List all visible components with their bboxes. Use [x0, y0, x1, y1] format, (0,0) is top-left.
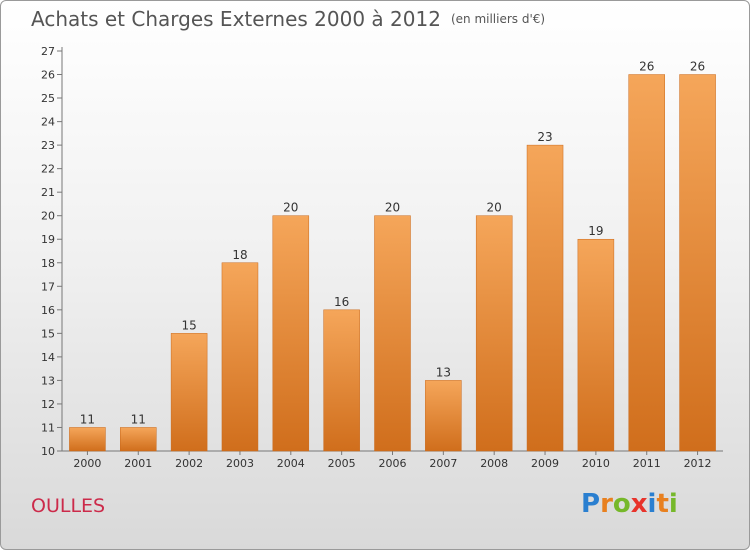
y-tick-label: 27 [41, 45, 55, 58]
bar [475, 215, 513, 452]
x-tick-label: 2010 [582, 457, 610, 470]
bar [628, 74, 665, 452]
y-tick-label: 22 [41, 163, 55, 176]
bar-value-label: 23 [537, 130, 552, 144]
bar-value-label: 26 [690, 60, 705, 74]
bar [221, 262, 259, 452]
y-tick-label: 16 [41, 304, 55, 317]
y-tick-label: 20 [41, 210, 55, 223]
bar [69, 427, 106, 452]
logo-letter: i [668, 489, 678, 519]
logo-letter: P [581, 489, 601, 519]
x-tick-label: 2003 [226, 457, 254, 470]
bar [526, 144, 564, 452]
y-tick-label: 17 [41, 280, 55, 293]
bar-value-label: 13 [436, 365, 451, 379]
x-tick-label: 2001 [124, 457, 152, 470]
y-tick-label: 19 [41, 233, 55, 246]
chart-title: Achats et Charges Externes 2000 à 2012 (e… [31, 7, 545, 31]
bar-value-label: 16 [334, 295, 349, 309]
x-tick-label: 2008 [480, 457, 508, 470]
x-tick-label: 2007 [429, 457, 457, 470]
x-tick-label: 2011 [633, 457, 661, 470]
x-tick-label: 2000 [73, 457, 101, 470]
y-tick-label: 26 [41, 69, 55, 82]
y-tick-label: 24 [41, 116, 55, 129]
bar-value-label: 18 [232, 248, 247, 262]
y-tick-label: 23 [41, 139, 55, 152]
y-tick-label: 12 [41, 398, 55, 411]
x-tick-label: 2012 [684, 457, 712, 470]
commune-name: OULLES [31, 495, 106, 517]
y-tick-label: 13 [41, 374, 55, 387]
y-tick-label: 15 [41, 327, 55, 340]
x-tick-label: 2009 [531, 457, 559, 470]
chart-title-text: Achats et Charges Externes 2000 à 2012 [31, 7, 441, 31]
bar [272, 215, 310, 452]
y-tick-label: 11 [41, 421, 55, 434]
logo-letter: t [656, 489, 669, 519]
y-tick-label: 18 [41, 257, 55, 270]
bar [679, 74, 716, 452]
bar [323, 309, 360, 452]
y-tick-label: 14 [41, 351, 55, 364]
x-tick-label: 2006 [379, 457, 407, 470]
bar-value-label: 20 [283, 201, 298, 215]
x-tick-label: 2005 [328, 457, 356, 470]
bar-value-label: 11 [131, 412, 146, 426]
bar-value-label: 20 [385, 201, 400, 215]
x-tick-label: 2002 [175, 457, 203, 470]
bar [425, 380, 462, 452]
y-tick-label: 10 [41, 445, 55, 458]
logo-letter: r [600, 489, 613, 519]
logo-letter: i [647, 489, 657, 519]
x-tick-label: 2004 [277, 457, 305, 470]
bar-value-label: 15 [181, 318, 196, 332]
chart-subtitle: (en milliers d'€) [450, 12, 546, 26]
logo-letter: x [630, 489, 648, 519]
bar-value-label: 19 [588, 224, 603, 238]
bar-value-label: 11 [80, 412, 95, 426]
logo-letter: o [612, 489, 631, 519]
y-tick-label: 21 [41, 186, 55, 199]
bar [170, 333, 208, 452]
proxiti-logo: Proxiti [581, 489, 678, 519]
bar [374, 215, 411, 452]
bar [577, 238, 615, 452]
bar [120, 427, 157, 452]
y-tick-label: 25 [41, 92, 55, 105]
bar-value-label: 26 [639, 60, 654, 74]
bar-value-label: 20 [487, 201, 502, 215]
